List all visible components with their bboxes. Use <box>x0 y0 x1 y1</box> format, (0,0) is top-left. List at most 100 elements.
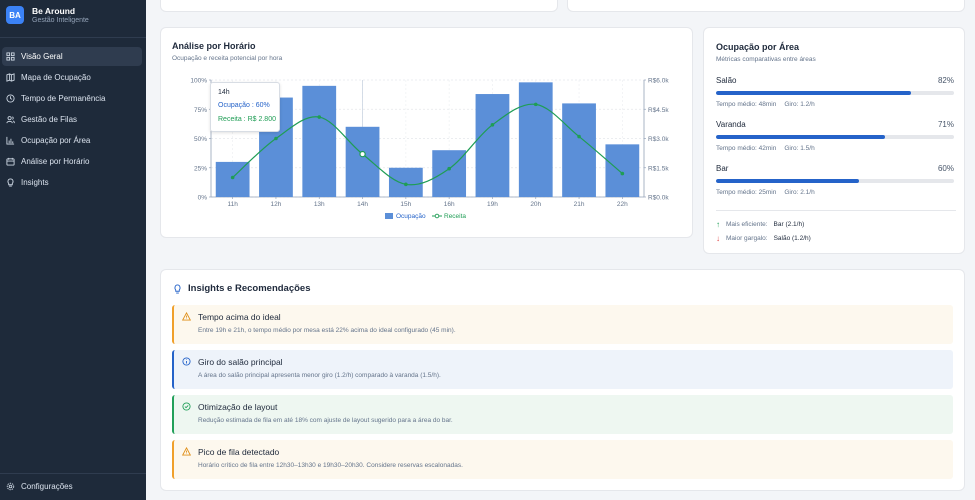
sidebar-item-label: Tempo de Permanência <box>21 94 106 103</box>
brand[interactable]: BA Be Around Gestão Inteligente <box>6 6 89 24</box>
line-point <box>577 134 581 139</box>
insight-item[interactable]: Giro do salão principal A área do salão … <box>172 350 953 389</box>
insight-item[interactable]: Tempo acima do ideal Entre 19h e 21h, o … <box>172 305 953 344</box>
y-tick-label: 100% <box>190 78 207 85</box>
area-avg-time: Tempo médio: 42min <box>716 145 777 152</box>
summary-label: Maior gargalo: <box>726 235 768 242</box>
area-row-varanda: Varanda 71% Tempo médio: 42min Giro: 1.5/h <box>716 120 954 152</box>
lightbulb-icon <box>6 178 15 187</box>
area-occupancy-card: Ocupação por Área Métricas comparativas … <box>703 27 965 254</box>
area-turnover: Giro: 2.1/h <box>784 189 815 196</box>
sidebar-nav: Visão Geral Mapa de Ocupação Tempo de Pe… <box>0 47 146 194</box>
warning-icon <box>181 446 192 456</box>
y2-tick-label: R$4.5k <box>648 107 669 114</box>
area-progress-fill <box>716 135 885 139</box>
x-tick-label: 20h <box>530 201 541 208</box>
area-name: Bar <box>716 164 729 173</box>
insight-item[interactable]: Pico de fila detectado Horário crítico d… <box>172 440 953 479</box>
arrow-up-icon: ↑ <box>716 220 720 229</box>
biggest-bottleneck-row: ↓ Maior gargalo: Salão (1.2/h) <box>716 234 811 243</box>
summary-value: Bar (2.1/h) <box>773 221 805 228</box>
bar <box>562 103 596 197</box>
line-point <box>317 115 322 119</box>
area-progress-fill <box>716 179 859 183</box>
card-subtitle: Métricas comparativas entre áreas <box>716 56 816 63</box>
x-tick-label: 15h <box>400 201 411 208</box>
card-title: Insights e Recomendações <box>188 283 311 294</box>
insight-description: Horário crítico de fila entre 12h30–13h3… <box>198 462 463 469</box>
users-icon <box>6 115 15 124</box>
check-circle-icon <box>182 402 191 411</box>
most-efficient-row: ↑ Mais eficiente: Bar (2.1/h) <box>716 220 804 229</box>
card-subtitle: Ocupação e receita potencial por hora <box>172 55 283 62</box>
clock-icon <box>6 94 15 103</box>
area-row-bar: Bar 60% Tempo médio: 25min Giro: 2.1/h <box>716 164 954 196</box>
insight-description: A área do salão principal apresenta meno… <box>198 372 441 379</box>
bar <box>215 161 250 197</box>
line-point <box>533 102 538 107</box>
insight-title: Otimização de layout <box>198 402 278 412</box>
sidebar-item-ocupacao-area[interactable]: Ocupação por Área <box>2 131 142 150</box>
x-tick-label: 19h <box>487 201 498 208</box>
card-title: Ocupação por Área <box>716 42 800 52</box>
x-tick-label: 22h <box>617 201 628 208</box>
tooltip-hour: 14h <box>218 89 230 96</box>
y2-tick-label: R$0.0k <box>648 195 669 202</box>
sidebar-item-tempo[interactable]: Tempo de Permanência <box>2 89 142 108</box>
area-avg-time: Tempo médio: 25min <box>716 189 777 196</box>
insight-title: Giro do salão principal <box>198 357 283 367</box>
tooltip-revenue: Receita : R$ 2.800 <box>218 116 276 123</box>
area-percent: 60% <box>937 164 954 173</box>
arrow-down-icon: ↓ <box>716 234 720 243</box>
settings-label: Configurações <box>21 482 73 491</box>
sidebar-item-visao-geral[interactable]: Visão Geral <box>2 47 142 66</box>
area-percent: 82% <box>937 76 954 85</box>
y-tick-label: 0% <box>198 195 208 202</box>
insight-title: Pico de fila detectado <box>198 447 280 457</box>
sidebar-item-label: Ocupação por Área <box>21 136 91 145</box>
chart-tooltip: 14h Ocupação : 60% Receita : R$ 2.800 <box>210 82 280 132</box>
insight-item[interactable]: Otimização de layout Redução estimada de… <box>172 395 953 434</box>
x-tick-label: 21h <box>574 201 585 208</box>
area-progress-bar <box>716 135 954 139</box>
bar <box>518 82 553 197</box>
y-tick-label: 25% <box>194 165 207 172</box>
brand-logo: BA <box>6 6 24 24</box>
map-icon <box>6 73 15 82</box>
y-tick-label: 50% <box>194 136 207 143</box>
line-point <box>404 182 408 187</box>
bar <box>475 94 510 197</box>
legend-swatch-bar <box>385 213 393 219</box>
line-point <box>447 166 451 171</box>
bar <box>388 167 423 197</box>
line-point <box>230 175 235 180</box>
summary-label: Mais eficiente: <box>726 221 768 228</box>
gear-icon <box>6 482 15 491</box>
line-point <box>620 171 625 176</box>
line-point-active <box>359 150 366 158</box>
area-name: Varanda <box>716 120 746 129</box>
sidebar-item-insights[interactable]: Insights <box>2 173 142 192</box>
x-tick-label: 11h <box>227 201 238 208</box>
sidebar-item-label: Mapa de Ocupação <box>21 73 91 82</box>
insights-card: Insights e Recomendações Tempo acima do … <box>160 269 965 491</box>
tooltip-occupancy: Ocupação : 60% <box>218 102 270 109</box>
legend-swatch-point <box>434 213 440 219</box>
sidebar-item-label: Gestão de Filas <box>21 115 78 124</box>
area-percent: 71% <box>937 120 954 129</box>
top-card-right <box>567 0 965 12</box>
y2-tick-label: R$1.5k <box>648 165 669 172</box>
area-progress-bar <box>716 91 954 95</box>
sidebar-item-filas[interactable]: Gestão de Filas <box>2 110 142 129</box>
settings-button[interactable]: Configurações <box>6 482 73 491</box>
insight-description: Entre 19h e 21h, o tempo médio por mesa … <box>198 327 456 334</box>
sidebar-item-analise-horario[interactable]: Análise por Horário <box>2 152 142 171</box>
grid-icon <box>6 52 15 61</box>
x-tick-label: 13h <box>314 201 325 208</box>
hourly-chart[interactable]: 0% 25% 50% 75% 100% R$0.0k R$1.5k R$3.0k R$4.5k R… <box>161 28 694 239</box>
sidebar-item-mapa[interactable]: Mapa de Ocupação <box>2 68 142 87</box>
divider <box>716 210 956 211</box>
brand-subtitle: Gestão Inteligente <box>32 17 89 24</box>
card-title: Análise por Horário <box>172 41 256 51</box>
top-card-left <box>160 0 558 12</box>
